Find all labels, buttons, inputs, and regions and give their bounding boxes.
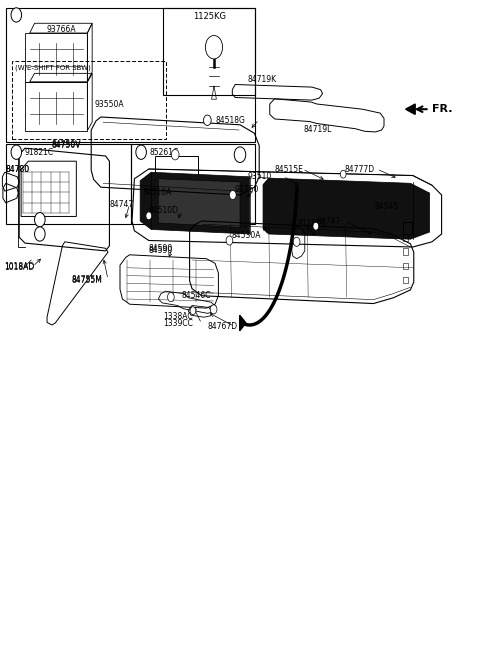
Circle shape bbox=[229, 190, 236, 200]
Text: 84719L: 84719L bbox=[303, 125, 332, 135]
Text: 84777D: 84777D bbox=[345, 164, 375, 174]
Bar bbox=[163, 8, 255, 95]
Text: 93760: 93760 bbox=[234, 185, 259, 194]
Text: 84750V: 84750V bbox=[52, 140, 81, 149]
Circle shape bbox=[35, 213, 45, 227]
Bar bbox=[131, 144, 255, 224]
Bar bbox=[403, 222, 412, 234]
Text: 84747: 84747 bbox=[109, 200, 134, 209]
Text: 84590: 84590 bbox=[149, 244, 173, 254]
Polygon shape bbox=[140, 172, 250, 234]
Text: 84755M: 84755M bbox=[71, 276, 102, 285]
Circle shape bbox=[136, 145, 146, 159]
Text: 84747: 84747 bbox=[317, 216, 341, 226]
Text: b: b bbox=[14, 148, 19, 157]
Text: 84510D: 84510D bbox=[149, 206, 179, 215]
Circle shape bbox=[146, 212, 152, 220]
Text: 93510: 93510 bbox=[248, 172, 272, 181]
Circle shape bbox=[11, 145, 22, 159]
Circle shape bbox=[35, 227, 45, 241]
Circle shape bbox=[293, 237, 300, 246]
Circle shape bbox=[234, 147, 246, 162]
Text: 93766A: 93766A bbox=[47, 25, 76, 34]
Circle shape bbox=[190, 307, 196, 315]
Polygon shape bbox=[240, 315, 246, 331]
Bar bbox=[403, 234, 408, 240]
Text: 84755M: 84755M bbox=[71, 275, 102, 284]
Bar bbox=[12, 61, 166, 139]
Text: 84515E: 84515E bbox=[275, 164, 303, 174]
Circle shape bbox=[210, 305, 217, 314]
Polygon shape bbox=[158, 179, 240, 228]
Bar bbox=[403, 248, 408, 255]
Text: 91821C: 91821C bbox=[25, 148, 54, 157]
Text: FR.: FR. bbox=[432, 104, 453, 114]
Circle shape bbox=[11, 8, 22, 22]
Text: 84545: 84545 bbox=[374, 202, 399, 211]
Text: c: c bbox=[238, 151, 242, 158]
Text: b: b bbox=[37, 231, 42, 237]
Circle shape bbox=[205, 36, 223, 59]
Text: 84767D: 84767D bbox=[207, 322, 238, 331]
Circle shape bbox=[313, 222, 319, 230]
Text: 85261C: 85261C bbox=[150, 148, 179, 157]
Text: c: c bbox=[139, 148, 143, 157]
Circle shape bbox=[204, 115, 211, 125]
Circle shape bbox=[226, 236, 233, 245]
Text: 84780: 84780 bbox=[6, 164, 30, 174]
Circle shape bbox=[340, 170, 346, 178]
Text: 1018AD: 1018AD bbox=[4, 263, 34, 272]
Text: 84510A: 84510A bbox=[142, 188, 171, 197]
Bar bbox=[6, 8, 255, 142]
Text: a: a bbox=[14, 10, 19, 20]
Text: 84719K: 84719K bbox=[248, 75, 277, 84]
Text: (W/E-SHIFT FOR SBW): (W/E-SHIFT FOR SBW) bbox=[15, 64, 91, 71]
Text: 1338AC: 1338AC bbox=[163, 312, 193, 321]
Text: 84780: 84780 bbox=[6, 164, 30, 174]
Text: 84546C: 84546C bbox=[181, 291, 211, 300]
Polygon shape bbox=[263, 178, 430, 239]
Text: 1339CC: 1339CC bbox=[163, 319, 193, 328]
Text: 84530A: 84530A bbox=[231, 231, 261, 240]
Text: a: a bbox=[38, 216, 42, 223]
Polygon shape bbox=[406, 104, 415, 114]
Text: 93550A: 93550A bbox=[95, 100, 124, 109]
Bar bbox=[403, 263, 408, 269]
Bar bbox=[6, 144, 131, 224]
Text: 84750V: 84750V bbox=[52, 141, 81, 150]
Text: 91180C: 91180C bbox=[298, 219, 327, 228]
Text: 84590: 84590 bbox=[149, 246, 173, 255]
Text: 1125KG: 1125KG bbox=[192, 12, 226, 21]
Text: 1018AD: 1018AD bbox=[4, 262, 34, 271]
Circle shape bbox=[168, 292, 174, 302]
Text: 84518G: 84518G bbox=[215, 116, 245, 125]
Bar bbox=[403, 277, 408, 283]
Circle shape bbox=[171, 150, 179, 160]
